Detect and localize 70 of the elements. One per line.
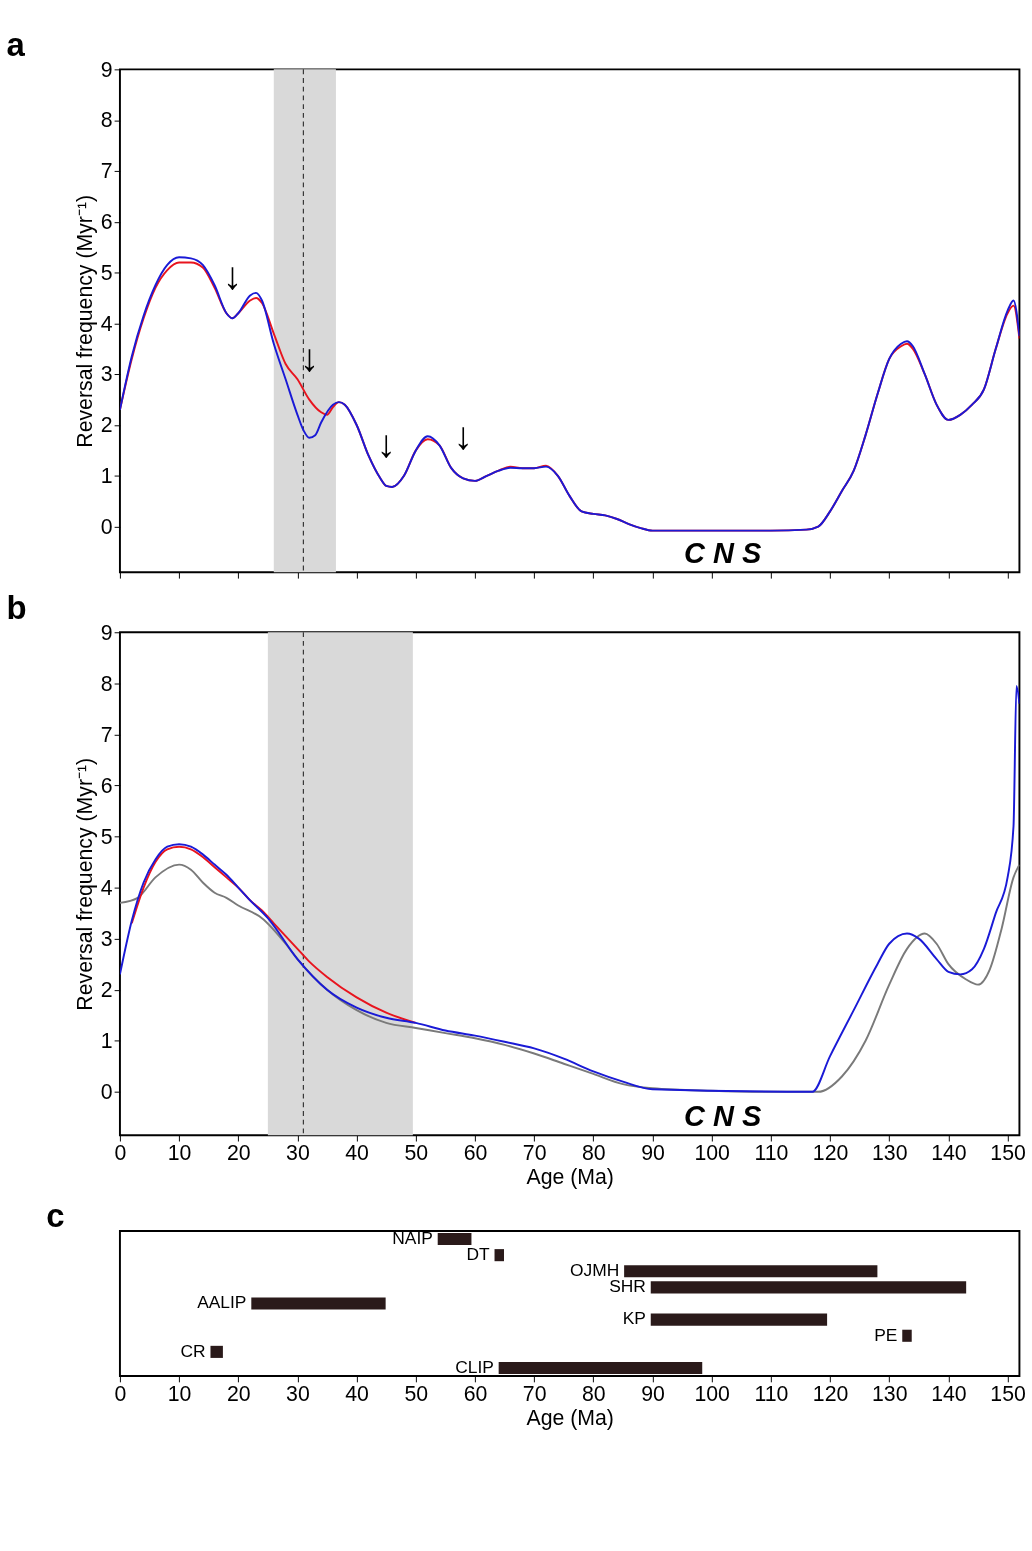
x-tick-label: 40 — [345, 1140, 369, 1165]
chart-title: b — [6, 588, 27, 626]
x-tick-label: 150 — [990, 1381, 1026, 1406]
annotation: C N S — [683, 1099, 762, 1132]
annotation: ↓ — [453, 414, 473, 458]
x-tick-label: 110 — [754, 1140, 789, 1165]
chart-title: a — [6, 25, 26, 63]
y-tick-label: 5 — [100, 260, 113, 285]
x-tick-label: 70 — [522, 1381, 547, 1406]
y-tick-label: 8 — [100, 671, 113, 696]
x-tick-label: 10 — [167, 1381, 192, 1406]
y-tick-label: 4 — [100, 311, 113, 336]
category-label: KP — [622, 1308, 646, 1329]
x-tick-label: 110 — [754, 1381, 789, 1406]
x-tick-label: 60 — [463, 1381, 488, 1406]
y-tick-label: 3 — [100, 926, 113, 951]
y-tick-label: 6 — [100, 773, 113, 798]
x-tick-label: 130 — [871, 1381, 908, 1406]
category-label: CLIP — [455, 1356, 494, 1377]
x-tick-label: 120 — [812, 1381, 849, 1406]
category-label: AALIP — [197, 1292, 247, 1313]
y-tick-label: 8 — [100, 108, 113, 133]
y-tick-label: 7 — [100, 159, 113, 184]
y-tick-label: 6 — [100, 210, 113, 235]
x-tick-label: 90 — [641, 1140, 665, 1165]
x-tick-label: 50 — [404, 1140, 429, 1165]
annotation: ↓ — [222, 254, 243, 298]
x-tick-label: 60 — [463, 1140, 488, 1165]
annotation: ↓ — [376, 421, 396, 465]
x-axis-title: Age (Ma) — [526, 1165, 614, 1190]
x-tick-label: 140 — [931, 1140, 967, 1165]
y-tick-label: 9 — [100, 57, 113, 82]
x-tick-label: 120 — [812, 1140, 849, 1165]
y-tick-label: 4 — [100, 875, 113, 900]
x-tick-label: 130 — [871, 1140, 908, 1165]
x-tick-label: 20 — [226, 1140, 251, 1165]
y-tick-label: 0 — [100, 1080, 113, 1105]
x-tick-label: 80 — [582, 1381, 606, 1406]
y-tick-label: 9 — [100, 620, 113, 645]
category-label: CR — [180, 1340, 206, 1361]
x-tick-label: 40 — [345, 1381, 369, 1406]
x-tick-label: 100 — [694, 1140, 730, 1165]
y-tick-label: 5 — [100, 824, 113, 849]
x-tick-label: 20 — [226, 1381, 251, 1406]
x-tick-label: 50 — [404, 1381, 429, 1406]
chart-title: c — [46, 1197, 65, 1235]
x-tick-label: 150 — [990, 1140, 1026, 1165]
x-tick-label: 100 — [694, 1381, 730, 1406]
x-tick-label: 10 — [167, 1140, 192, 1165]
annotation: ↓ — [299, 335, 319, 379]
x-axis-title: Age (Ma) — [526, 1405, 614, 1430]
y-tick-label: 1 — [100, 1029, 113, 1054]
category-label: DT — [466, 1243, 490, 1264]
x-tick-label: 30 — [286, 1381, 310, 1406]
category-label: PE — [874, 1324, 898, 1345]
x-tick-label: 80 — [582, 1140, 606, 1165]
x-tick-label: 140 — [931, 1381, 967, 1406]
x-tick-label: 90 — [641, 1381, 665, 1406]
x-tick-label: 30 — [286, 1140, 310, 1165]
x-tick-label: 70 — [522, 1140, 547, 1165]
y-axis-title: Reversal frequency (Myr⁻¹) — [73, 194, 98, 448]
y-tick-label: 3 — [100, 362, 113, 387]
y-tick-label: 2 — [100, 413, 113, 438]
category-label: NAIP — [392, 1227, 433, 1248]
annotation: C N S — [683, 536, 762, 569]
y-axis-title: Reversal frequency (Myr⁻¹) — [73, 757, 98, 1011]
y-tick-label: 7 — [100, 722, 113, 747]
y-tick-label: 0 — [100, 514, 113, 539]
y-tick-label: 2 — [100, 977, 113, 1002]
y-tick-label: 1 — [100, 464, 113, 489]
